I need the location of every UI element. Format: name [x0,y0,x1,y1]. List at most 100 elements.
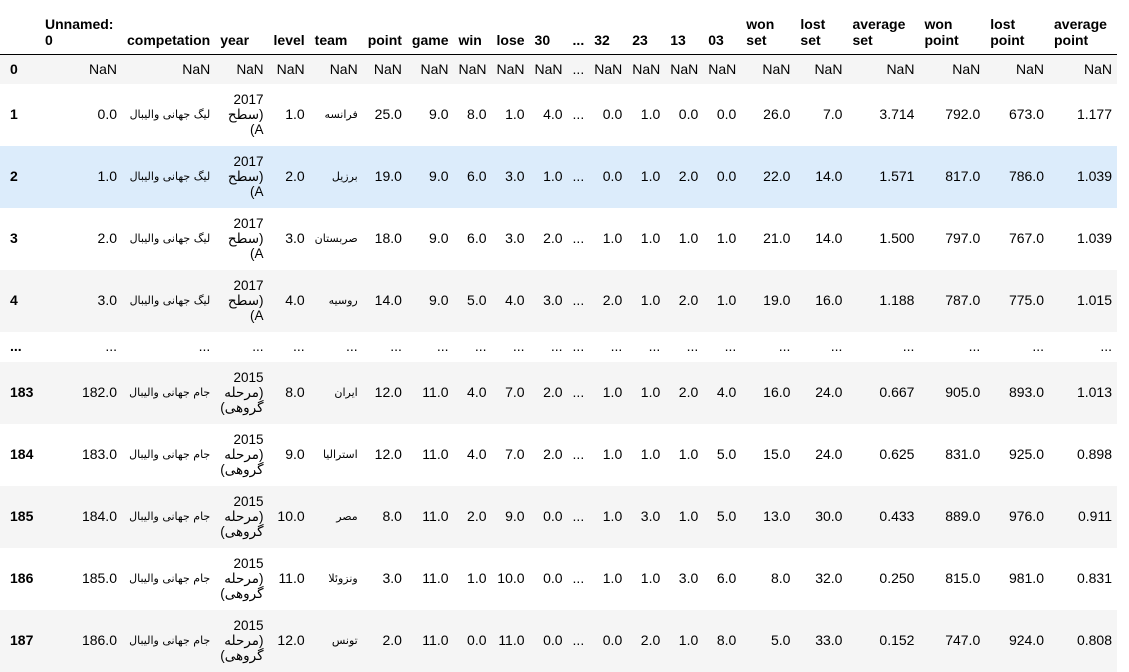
column-header: 32 [589,0,628,55]
table-cell: 8.0 [285,384,305,400]
table-row[interactable]: 187 186.0 جام جهانی والیبال 2015 مرحله) (گروه… [0,609,1117,672]
table-row[interactable]: 2 1.0 لیگ جهانی والیبال 2017 سطح) (A 2.0 برزیل 1… [0,145,1117,208]
table-cell: 5.0 [716,446,737,462]
table-cell: تونس [331,634,358,647]
table-cell: ... [778,338,791,354]
table-cell: ... [572,60,585,77]
table-cell: 2.0 [382,632,402,648]
table-cell: 1.015 [1076,292,1112,308]
table-cell: 815.0 [945,570,981,586]
year-line: 2017 [233,92,264,107]
table-cell: NaN [670,60,699,77]
table-cell: NaN [886,60,915,77]
table-cell: 9.0 [429,168,449,184]
year-cell: 2015 مرحله) (گروهی [215,610,268,672]
table-cell: جام جهانی والیبال [129,510,211,523]
table-cell: 1.188 [879,292,915,308]
table-cell: 3.0 [382,570,402,586]
year-line: 2015 [233,494,264,509]
year-line: (گروهی [220,462,264,477]
year-line: مرحله) [224,447,264,462]
table-cell: 13.0 [763,508,791,524]
table-cell: 9.0 [285,446,305,462]
column-header: lost point [985,0,1049,55]
table-cell: 32.0 [815,570,843,586]
table-cell: NaN [708,60,737,77]
table-cell: 0.152 [879,632,915,648]
table-row[interactable]: 0 NaN NaN NaN NaN NaN NaN NaN NaN NaN NaN... NaN NaN… [0,54,1117,84]
table-cell: 14.0 [374,292,402,308]
table-row[interactable]: 186 185.0 جام جهانی والیبال 2015 مرحله) (گروه… [0,547,1117,610]
header-row: Unnamed: 0 competation year level team point g… [0,0,1117,55]
table-cell: ... [572,168,585,184]
table-row[interactable]: 183 182.0 جام جهانی والیبال 2015 مرحله) (گروه… [0,361,1117,424]
table-cell: 2.0 [543,230,563,246]
table-cell: 11.0 [422,446,449,462]
column-header: game [406,0,454,55]
table-cell: 1.0 [467,570,487,586]
column-header: lose [491,0,530,55]
table-cell: ... [572,570,585,586]
table-cell: 6.0 [467,230,487,246]
year-cell: 2017 سطح) (A [215,146,268,208]
column-header: team [309,0,363,55]
table-cell: 0.433 [879,508,915,524]
table-cell: 775.0 [1008,292,1044,308]
year-cell: ... [215,332,268,362]
row-index: 0 [10,60,18,77]
column-header: ... [567,0,590,55]
table-cell: 1.0 [716,292,737,308]
table-cell: 976.0 [1008,508,1044,524]
table-row[interactable]: ........................................… [0,331,1117,362]
table-cell: 0.250 [879,570,915,586]
table-cell: 1.0 [505,106,525,122]
table-cell: 0.0 [602,168,623,184]
table-cell: 0.808 [1076,632,1112,648]
table-row[interactable]: 3 2.0 لیگ جهانی والیبال 2017 سطح) (A 3.0 صربستا… [0,207,1117,270]
table-cell: 11.0 [422,384,449,400]
table-cell: 8.0 [716,632,737,648]
row-index: ... [10,338,22,354]
table-cell: NaN [1083,60,1112,77]
table-cell: 792.0 [945,106,981,122]
year-line: 2015 [233,618,264,633]
table-cell: ... [686,338,699,354]
table-cell: مصر [336,510,358,523]
table-cell: ... [648,338,661,354]
table-cell: 893.0 [1008,384,1044,400]
table-cell: روسیه [328,294,358,307]
table-cell: لیگ جهانی والیبال [129,170,211,183]
table-cell: 4.0 [505,292,525,308]
year-line: مرحله) [224,509,264,524]
table-row[interactable]: 185 184.0 جام جهانی والیبال 2015 مرحله) (گروه… [0,485,1117,548]
table-cell: جام جهانی والیبال [129,448,211,461]
table-cell: 1.0 [640,384,661,400]
table-cell: 0.0 [716,106,737,122]
table-cell: ... [390,338,402,354]
table-row[interactable]: 1 0.0 لیگ جهانی والیبال 2017 سطح) (A 1.0 فرانسه… [0,83,1117,146]
table-cell: 12.0 [277,632,305,648]
row-index: 1 [10,106,18,122]
table-cell: ... [572,292,585,308]
table-cell: 26.0 [763,106,791,122]
year-line: (گروهی [220,400,264,415]
table-cell: 1.0 [640,570,661,586]
table-cell: 1.0 [678,446,699,462]
table-cell: ... [346,338,358,354]
table-cell: ... [572,106,585,122]
table-cell: ... [1100,338,1112,354]
table-cell: 2.0 [678,168,699,184]
row-index: 183 [10,384,34,400]
table-cell: NaN [534,60,563,77]
table-cell: NaN [952,60,981,77]
table-row[interactable]: 4 3.0 لیگ جهانی والیبال 2017 سطح) (A 4.0 روسیه 1… [0,269,1117,332]
table-cell: 0.0 [716,168,737,184]
table-cell: 0.0 [602,632,623,648]
table-cell: ... [572,338,585,354]
table-cell: 1.0 [602,230,623,246]
table-cell: 4.0 [716,384,737,400]
table-row[interactable]: 184 183.0 جام جهانی والیبال 2015 مرحله) (گروه… [0,423,1117,486]
column-header: 30 [529,0,568,55]
row-index: 186 [10,570,34,586]
table-cell: 2.0 [640,632,661,648]
